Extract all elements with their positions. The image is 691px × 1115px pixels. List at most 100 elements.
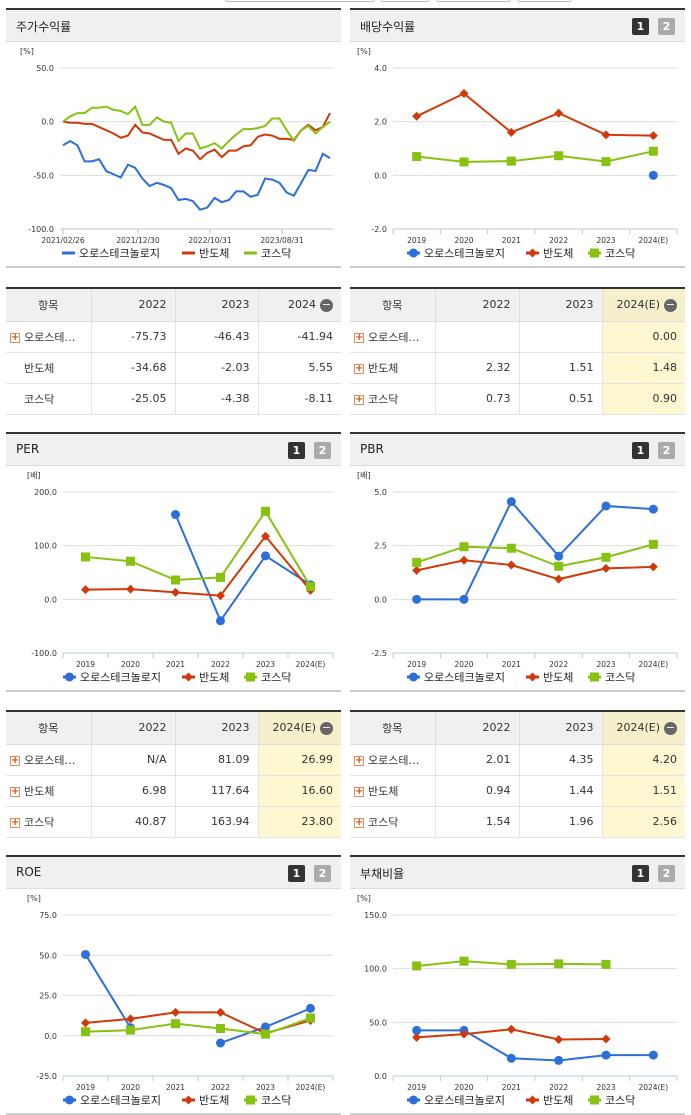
legend-label-company[interactable]: 오로스테크놀로지: [424, 247, 505, 260]
expand-plus-icon[interactable]: +: [10, 754, 20, 766]
toolbar-button[interactable]: [517, 0, 572, 2]
value-cell: 40.87: [90, 805, 176, 838]
y-tick-label: 0.0: [374, 1072, 387, 1081]
row-name: 코스닥: [24, 392, 55, 406]
value-cell: 5.55: [257, 351, 341, 384]
legend-label-sector[interactable]: 반도체: [543, 247, 573, 260]
value-cell: 117.64: [174, 774, 259, 807]
value-cell: [434, 320, 520, 353]
page-button-2[interactable]: 2: [314, 442, 331, 459]
legend-label-company[interactable]: 오로스테크놀로지: [79, 247, 160, 260]
legend-label-sector[interactable]: 반도체: [199, 247, 229, 260]
chart: [%] 150.0 100.0 50.0 0.0 2019 2020 2021 2022 2023…: [357, 894, 678, 1107]
page-button-1[interactable]: 1: [288, 865, 305, 882]
toolbar-button[interactable]: [380, 0, 430, 2]
legend-label-kosdaq[interactable]: 코스닥: [605, 1094, 635, 1107]
x-tick-label: 2024(E): [296, 660, 326, 669]
toolbar-button[interactable]: [225, 0, 375, 2]
data-point-company: [648, 170, 658, 180]
value-cell: -2.03: [174, 351, 259, 384]
collapse-minus-icon[interactable]: −: [664, 297, 677, 312]
collapse-minus-icon[interactable]: −: [664, 720, 677, 735]
expand-plus-icon[interactable]: +: [10, 331, 20, 343]
expand-plus-icon[interactable]: +: [354, 331, 364, 343]
data-point-company: [554, 1055, 564, 1065]
page-button-2[interactable]: 2: [658, 442, 675, 459]
legend-marker-sector: [528, 248, 537, 258]
legend-marker-company: [409, 1095, 418, 1105]
expand-plus-icon[interactable]: +: [354, 816, 364, 828]
legend-marker-sector: [528, 672, 537, 682]
table-row: 코스닥 -25.05 -4.38 -8.11: [6, 382, 341, 415]
x-tick-label: 2023: [256, 1083, 275, 1092]
page-button-2[interactable]: 2: [658, 18, 675, 35]
panel-header: PBR 1 2: [350, 434, 685, 466]
table-row: + 코스닥 0.73 0.51 0.90: [350, 382, 685, 415]
expand-plus-icon[interactable]: +: [354, 754, 364, 766]
x-tick-label: 2023: [596, 236, 615, 245]
legend-marker-company: [409, 248, 418, 258]
series-line-company: [62, 139, 331, 211]
legend-marker-sector: [184, 1095, 193, 1105]
data-point-kosdaq: [412, 961, 422, 971]
data-point-kosdaq: [171, 1019, 180, 1029]
expand-plus-icon[interactable]: +: [354, 785, 364, 797]
data-point-company: [306, 1003, 315, 1013]
legend-label-kosdaq[interactable]: 코스닥: [261, 1094, 291, 1107]
table-row: + 반도체 0.94 1.44 1.51: [350, 774, 685, 807]
legend-label-kosdaq[interactable]: 코스닥: [261, 671, 291, 684]
value-cell: 1.96: [518, 805, 603, 838]
page-button-1[interactable]: 1: [632, 442, 649, 459]
expand-plus-icon[interactable]: +: [354, 393, 364, 405]
legend-label-company[interactable]: 오로스테크놀로지: [424, 671, 505, 684]
legend-label-kosdaq[interactable]: 코스닥: [605, 247, 635, 260]
legend-marker-kosdaq: [590, 248, 599, 258]
page-button-1[interactable]: 1: [632, 18, 649, 35]
legend-label-company[interactable]: 오로스테크놀로지: [424, 1094, 505, 1107]
x-tick-label: 2020: [121, 660, 140, 669]
data-point-kosdaq: [412, 557, 422, 567]
collapse-minus-icon[interactable]: −: [320, 297, 333, 312]
table-row: + 반도체 6.98 117.64 16.60: [6, 774, 341, 807]
legend-label-kosdaq[interactable]: 코스닥: [261, 247, 291, 260]
y-tick-label: -2.5: [371, 649, 387, 658]
table-header-row: 항목 2022 2023 2024−: [6, 288, 341, 322]
toolbar-button[interactable]: [436, 0, 511, 2]
data-point-sector: [126, 1014, 135, 1024]
y-tick-label: 0.0: [44, 1032, 57, 1041]
data-point-kosdaq: [126, 556, 135, 566]
page-button-2[interactable]: 2: [658, 865, 675, 882]
expand-plus-icon[interactable]: +: [10, 785, 20, 797]
data-point-kosdaq: [554, 561, 564, 571]
legend-label-company[interactable]: 오로스테크놀로지: [80, 1094, 161, 1107]
y-unit-label: [%]: [357, 894, 371, 903]
data-point-company: [459, 594, 469, 604]
page-button-1[interactable]: 1: [632, 865, 649, 882]
data-point-kosdaq: [306, 1013, 315, 1023]
chart: [배] 200.0 100.0 0.0 -100.0 2019 2020 2021 2022 20…: [27, 471, 334, 684]
y-tick-label: 150.0: [364, 911, 387, 920]
collapse-minus-icon[interactable]: −: [320, 720, 333, 735]
data-point-sector: [261, 531, 270, 541]
column-header-label: 2022: [482, 298, 511, 312]
data-point-kosdaq: [648, 146, 658, 156]
legend-label-sector[interactable]: 반도체: [199, 671, 229, 684]
legend-label-sector[interactable]: 반도체: [199, 1094, 229, 1107]
legend-label-sector[interactable]: 반도체: [543, 671, 573, 684]
expand-plus-icon[interactable]: +: [10, 816, 20, 828]
value-cell: -46.43: [174, 320, 259, 353]
x-tick-label: 2023: [256, 660, 275, 669]
row-name-cell: + 코스닥: [350, 382, 436, 415]
y-tick-label: 75.0: [39, 911, 57, 920]
data-point-kosdaq: [554, 151, 564, 161]
legend-label-company[interactable]: 오로스테크놀로지: [80, 671, 161, 684]
series-line-sector: [62, 112, 331, 161]
y-tick-label: 2.5: [374, 542, 387, 551]
page-button-1[interactable]: 1: [288, 442, 305, 459]
legend-label-kosdaq[interactable]: 코스닥: [605, 671, 635, 684]
page-button-2[interactable]: 2: [314, 865, 331, 882]
data-point-kosdaq: [412, 152, 422, 162]
expand-plus-icon[interactable]: +: [354, 362, 364, 374]
row-name-cell: 반도체: [6, 351, 92, 384]
legend-label-sector[interactable]: 반도체: [543, 1094, 573, 1107]
